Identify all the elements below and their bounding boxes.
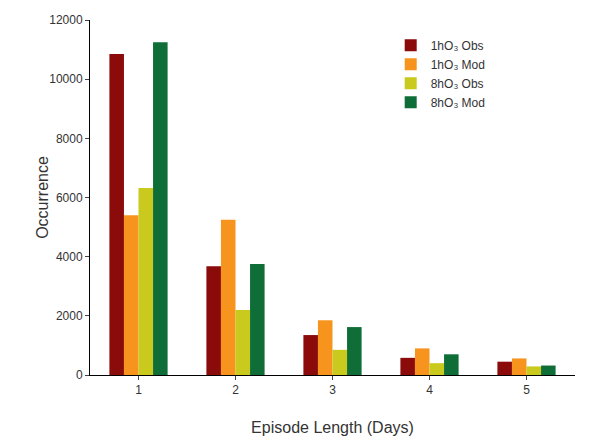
svg-text:4000: 4000 bbox=[56, 250, 83, 264]
svg-text:8000: 8000 bbox=[56, 132, 83, 146]
svg-text:1hO₃ Mod: 1hO₃ Mod bbox=[431, 58, 485, 72]
svg-text:6000: 6000 bbox=[56, 191, 83, 205]
svg-text:12000: 12000 bbox=[49, 13, 83, 27]
svg-text:1hO₃ Obs: 1hO₃ Obs bbox=[431, 39, 484, 53]
svg-text:0: 0 bbox=[76, 368, 83, 382]
svg-text:8hO₃ Obs: 8hO₃ Obs bbox=[431, 77, 484, 91]
svg-text:8hO₃ Mod: 8hO₃ Mod bbox=[431, 96, 485, 110]
svg-text:2: 2 bbox=[232, 383, 239, 397]
svg-text:3: 3 bbox=[329, 383, 336, 397]
svg-text:5: 5 bbox=[523, 383, 530, 397]
svg-text:Episode Length (Days): Episode Length (Days) bbox=[251, 419, 414, 436]
svg-text:10000: 10000 bbox=[49, 72, 83, 86]
svg-text:2000: 2000 bbox=[56, 309, 83, 323]
svg-text:Occurrence: Occurrence bbox=[34, 156, 51, 239]
svg-text:1: 1 bbox=[135, 383, 142, 397]
svg-text:4: 4 bbox=[426, 383, 433, 397]
